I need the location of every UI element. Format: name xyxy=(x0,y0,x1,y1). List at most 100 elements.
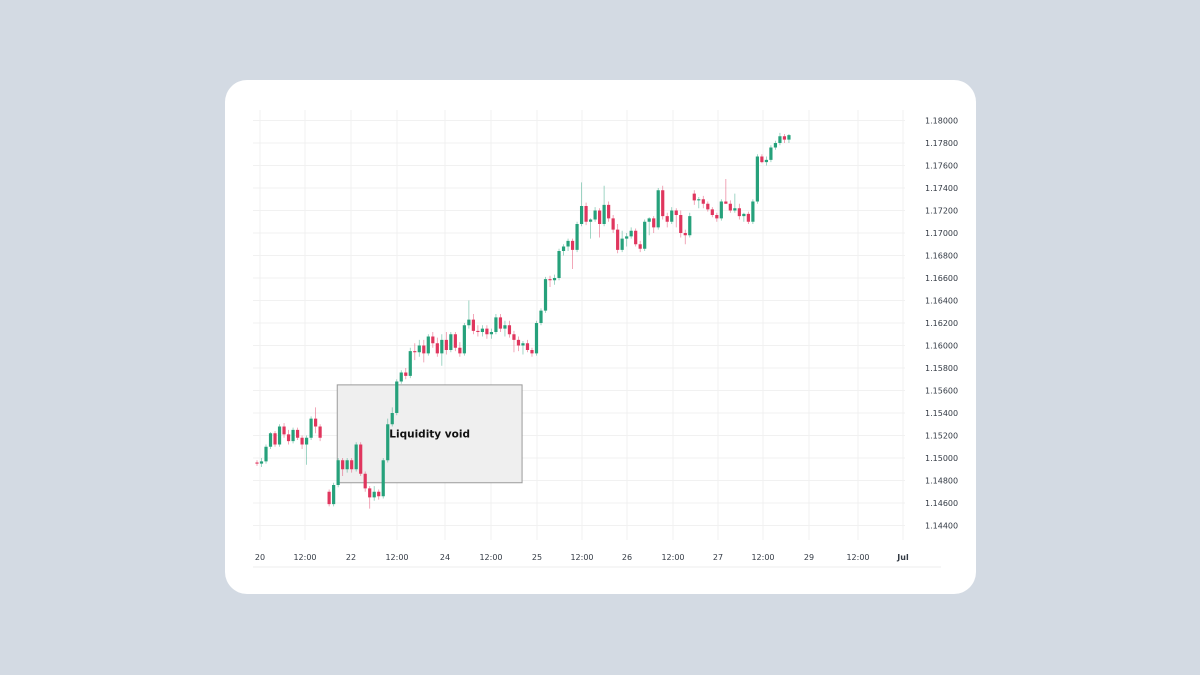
candle-body xyxy=(309,418,313,438)
candle-body xyxy=(268,433,273,447)
candle-body xyxy=(277,426,282,445)
candle-body xyxy=(670,210,674,222)
candle xyxy=(679,210,683,238)
candle-body xyxy=(449,334,453,350)
candle xyxy=(386,418,390,463)
candle-body xyxy=(769,147,773,160)
candle xyxy=(268,432,273,449)
candle xyxy=(755,154,759,204)
candle xyxy=(453,332,457,352)
candle-body xyxy=(255,462,259,464)
candle-body xyxy=(390,413,394,425)
candle xyxy=(286,429,291,445)
candle xyxy=(728,200,732,213)
candle-body xyxy=(413,351,417,353)
candle xyxy=(737,203,741,220)
candle-body xyxy=(724,201,728,204)
candle-body xyxy=(661,190,665,217)
candle-body xyxy=(755,156,759,202)
candle-body xyxy=(435,343,439,354)
candle-body xyxy=(598,210,602,224)
candle-body xyxy=(746,213,750,222)
candle xyxy=(543,276,548,313)
candle-body xyxy=(467,319,471,326)
candle-body xyxy=(593,210,597,220)
candle-body xyxy=(498,317,503,329)
candle xyxy=(715,212,719,222)
x-tick-label: 12:00 xyxy=(385,553,408,562)
candle-body xyxy=(530,350,534,354)
candle xyxy=(282,423,286,438)
y-tick-label: 1.17400 xyxy=(925,184,958,193)
candle xyxy=(372,486,376,501)
candle xyxy=(620,230,624,253)
x-tick-label: 26 xyxy=(622,553,632,562)
candle-body xyxy=(404,372,408,376)
candle xyxy=(327,489,331,507)
candle xyxy=(363,471,367,492)
candle xyxy=(345,458,349,473)
candle-body xyxy=(273,433,277,445)
candle-body xyxy=(295,429,300,438)
candle-body xyxy=(634,230,638,245)
x-tick-label: 12:00 xyxy=(751,553,774,562)
candle xyxy=(692,190,696,205)
candle xyxy=(670,207,674,224)
candle-body xyxy=(471,319,475,331)
candle-body xyxy=(566,240,570,247)
candle xyxy=(584,202,588,226)
liquidity-void-label: Liquidity void xyxy=(389,428,470,440)
candle-body xyxy=(327,491,331,505)
candle xyxy=(674,208,678,228)
x-tick-label: 12:00 xyxy=(570,553,593,562)
candle xyxy=(683,229,687,245)
candle-body xyxy=(395,381,399,413)
candle-body xyxy=(480,328,484,332)
candle-body xyxy=(710,209,714,215)
candle xyxy=(449,332,453,353)
candle xyxy=(733,193,737,213)
y-tick-label: 1.16800 xyxy=(925,252,958,261)
y-tick-label: 1.14400 xyxy=(925,522,958,531)
candle-body xyxy=(363,473,367,489)
candle-body xyxy=(778,136,782,143)
x-tick-label: 12:00 xyxy=(479,553,502,562)
candle-body xyxy=(764,159,769,163)
candle xyxy=(498,314,503,332)
candle-body xyxy=(399,372,403,382)
candle-body xyxy=(368,488,372,498)
candle-body xyxy=(503,325,507,329)
candle-body xyxy=(332,485,336,505)
candle xyxy=(652,216,656,233)
candle-body xyxy=(629,230,633,237)
candle xyxy=(503,320,507,337)
candle xyxy=(710,207,714,218)
candle xyxy=(462,323,466,356)
candle-body xyxy=(489,332,494,335)
candle xyxy=(426,334,430,356)
candle-body xyxy=(733,208,737,211)
candle-body xyxy=(561,246,566,251)
candle xyxy=(336,458,340,488)
candle-body xyxy=(697,199,701,201)
candle-body xyxy=(462,325,466,354)
candle xyxy=(656,188,660,230)
candle-body xyxy=(683,233,687,236)
candle xyxy=(377,489,381,500)
candle-body xyxy=(588,219,593,222)
candle-body xyxy=(512,334,516,340)
candle xyxy=(395,379,399,416)
candle-body xyxy=(259,461,264,464)
candle xyxy=(742,212,746,222)
candle-body xyxy=(314,418,318,427)
candle xyxy=(724,179,728,204)
liquidity-void-zone xyxy=(336,384,523,484)
candle-body xyxy=(728,203,732,211)
candle xyxy=(295,427,300,440)
candle xyxy=(507,320,512,338)
candle xyxy=(332,482,336,507)
candle-body xyxy=(408,351,412,376)
candle-body xyxy=(458,347,462,354)
candle xyxy=(404,368,408,380)
x-tick-label: 22 xyxy=(346,553,356,562)
